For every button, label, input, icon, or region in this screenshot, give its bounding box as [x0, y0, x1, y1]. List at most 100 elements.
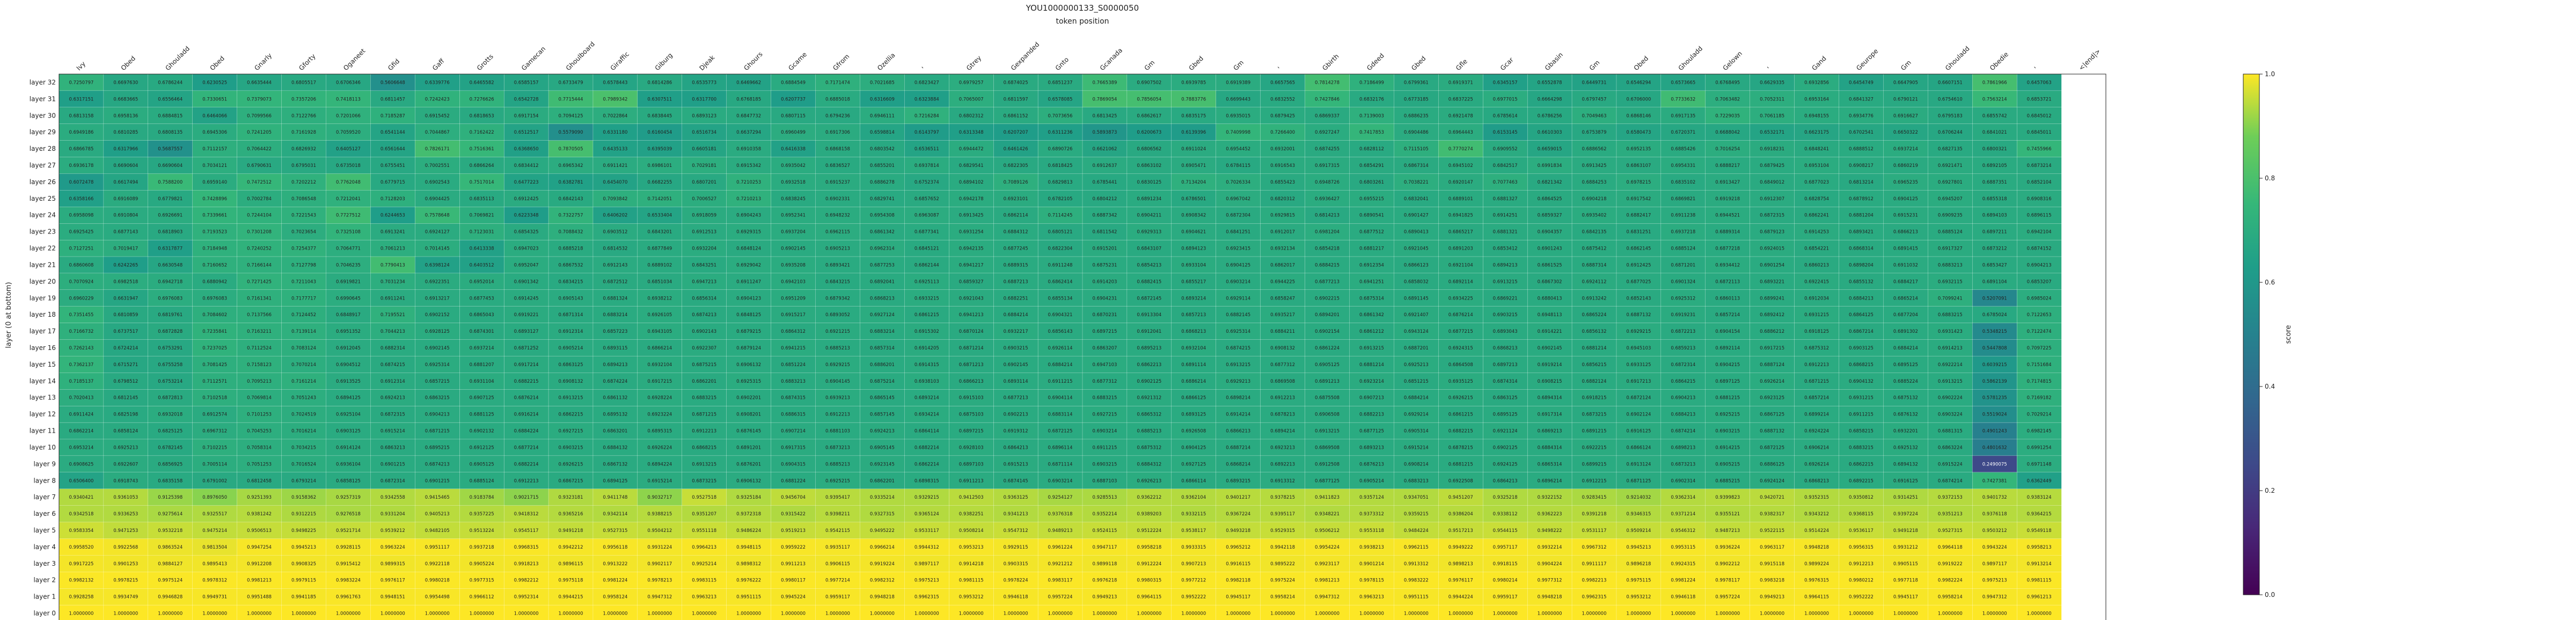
cell-value-label: 0.9983222	[1404, 578, 1429, 583]
cell-value-label: 0.6925215	[1715, 412, 1740, 418]
cell-value-label: 0.9928258	[69, 595, 93, 600]
heatmap-cell	[1483, 256, 1528, 274]
cell-value-label: 0.6939213	[825, 396, 850, 401]
cell-value-label: 0.6951352	[336, 329, 361, 334]
cell-value-label: 0.6382781	[559, 180, 583, 185]
heatmap-cell	[1438, 207, 1483, 224]
cell-value-label: 0.6862241	[1804, 213, 1829, 218]
cell-value-label: 1.0000000	[380, 611, 405, 617]
cell-value-label: 0.9949731	[202, 595, 227, 600]
heatmap-cell	[1705, 140, 1751, 158]
cell-value-label: 0.6829541	[959, 163, 984, 169]
cell-value-label: 0.9947117	[1092, 545, 1117, 550]
cell-value-label: 0.7212041	[336, 196, 361, 202]
cell-value-label: 0.6923214	[1359, 379, 1384, 384]
cell-value-label: 0.6867125	[1760, 412, 1784, 418]
cell-value-label: 0.6967042	[1226, 196, 1250, 202]
heatmap-cell	[1839, 90, 1884, 108]
cell-value-label: 0.9977118	[1893, 578, 1918, 583]
cell-value-label: 0.6821342	[1538, 180, 1562, 185]
cell-value-label: 1.0000000	[1004, 611, 1028, 617]
cell-value-label: 0.6901243	[1538, 246, 1562, 252]
cell-value-label: 0.6905471	[1181, 163, 1206, 169]
cell-value-label: 0.9532218	[158, 528, 182, 534]
cell-value-label: 0.9945117	[1893, 595, 1918, 600]
heatmap-cell	[1082, 123, 1128, 141]
cell-value-label: 0.6913215	[1315, 429, 1340, 434]
cell-value-label: 0.7127798	[291, 262, 316, 268]
cell-value-label: 0.7826171	[425, 147, 450, 152]
cell-value-label: 0.6919312	[1004, 429, 1028, 434]
cell-value-label: 0.6889314	[1715, 230, 1740, 235]
cell-value-label: 0.6938103	[914, 379, 939, 384]
heatmap-cell	[1928, 157, 1973, 174]
heatmap-cell	[1928, 207, 1973, 224]
cell-value-label: 0.6906132	[736, 478, 761, 484]
heatmap-cell	[904, 256, 949, 274]
heatmap-cell	[1438, 123, 1483, 141]
cell-value-label: 0.6911215	[1092, 445, 1117, 450]
cell-value-label: 0.6871214	[959, 346, 984, 351]
heatmap-cell	[771, 123, 816, 141]
cell-value-label: 0.9372153	[1938, 495, 1963, 500]
heatmap-cell	[1126, 107, 1172, 125]
heatmap-cell	[1394, 140, 1439, 158]
cell-value-label: 0.6864213	[1004, 445, 1028, 450]
cell-value-label: 0.7046235	[336, 262, 361, 268]
cell-value-label: 0.9964213	[692, 545, 716, 550]
x-tick-label: Gexpanded	[1009, 41, 1041, 72]
y-tick-label: layer 18	[30, 311, 56, 318]
cell-value-label: 0.6903214	[1226, 279, 1250, 285]
heatmap-cell	[1171, 173, 1217, 191]
cell-value-label: 0.6925314	[1226, 329, 1250, 334]
heatmap-cell	[192, 239, 238, 257]
cell-value-label: 0.9978213	[647, 578, 672, 583]
cell-value-label: 0.6875312	[1137, 445, 1161, 450]
cell-value-label: 0.9357124	[1359, 495, 1384, 500]
cell-value-label: 0.7762048	[336, 180, 361, 185]
cell-value-label: 0.6882417	[1626, 213, 1651, 218]
cell-value-label: 0.6814532	[603, 246, 627, 252]
cell-value-label: 0.6580473	[1626, 130, 1651, 135]
heatmap-cell	[726, 173, 772, 191]
heatmap-cell	[1750, 140, 1795, 158]
cell-value-label: 0.6882214	[914, 445, 939, 450]
cell-value-label: 0.6904218	[1582, 196, 1607, 202]
x-tick-label: Ghoulboard	[565, 40, 596, 72]
cell-value-label: 0.9963213	[692, 595, 716, 600]
cell-value-label: 0.7210213	[736, 196, 761, 202]
cell-value-label: 0.6664298	[1538, 97, 1562, 102]
heatmap-cell	[592, 190, 638, 207]
heatmap-cell	[1305, 74, 1350, 91]
cell-value-label: 0.6920147	[1448, 180, 1473, 185]
heatmap-cell	[1171, 239, 1217, 257]
cell-value-label: 0.6927247	[1315, 130, 1340, 135]
cell-value-label: 0.9980212	[1849, 578, 1874, 583]
cell-value-label: 0.9981115	[959, 578, 984, 583]
cell-value-label: 0.9896218	[1626, 561, 1651, 567]
cell-value-label: 0.9342114	[603, 512, 627, 517]
heatmap-cell	[1438, 157, 1483, 174]
cell-value-label: 0.9912213	[1849, 561, 1874, 567]
cell-value-label: 0.6883214	[870, 329, 895, 334]
cell-value-label: 0.6883213	[1938, 262, 1963, 268]
heatmap-cell	[682, 239, 727, 257]
cell-value-label: 0.6911247	[736, 279, 761, 285]
cell-value-label: 0.6906132	[736, 362, 761, 368]
cell-value-label: 0.6945306	[202, 130, 227, 135]
cell-value-label: 0.7715444	[559, 97, 583, 102]
cell-value-label: 0.6866123	[1404, 262, 1429, 268]
cell-value-label: 0.7325108	[336, 230, 361, 235]
heatmap-cell	[237, 90, 282, 108]
cell-value-label: 0.9312215	[291, 512, 316, 517]
cell-value-label: 0.6871201	[1671, 262, 1695, 268]
cell-value-label: 0.7221543	[291, 213, 316, 218]
heatmap-cell	[2017, 207, 2062, 224]
cell-value-label: 0.6858247	[1270, 296, 1295, 301]
cell-value-label: 0.6886201	[870, 362, 895, 368]
cell-value-label: 1.0000000	[1493, 611, 1518, 617]
cell-value-label: 0.6706346	[336, 80, 361, 85]
cell-value-label: 0.6358166	[69, 196, 93, 202]
cell-value-label: 0.6881204	[1849, 213, 1874, 218]
cell-value-label: 0.6944472	[959, 147, 984, 152]
